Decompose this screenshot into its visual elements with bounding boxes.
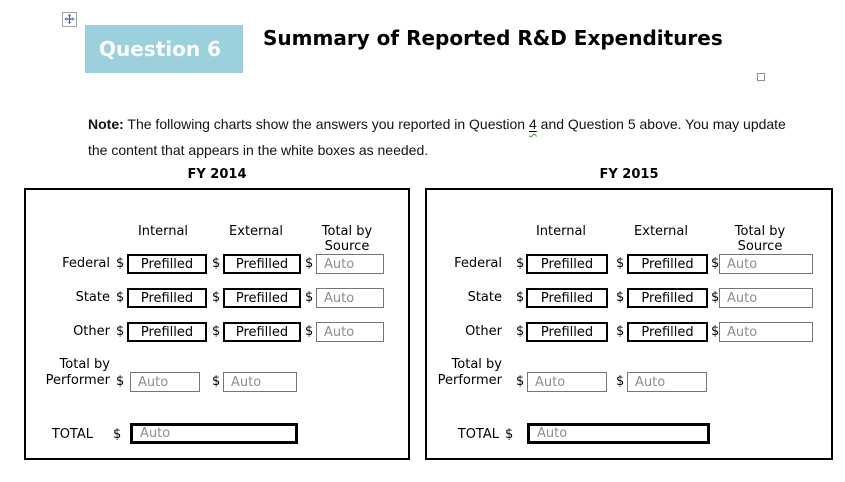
currency-symbol: $ <box>113 427 122 442</box>
note: Note: The following charts show the answ… <box>88 111 804 163</box>
anchor-marker-icon <box>757 73 765 81</box>
fy2014-state-external-field[interactable]: Prefilled <box>223 288 301 308</box>
move-handle-icon <box>64 14 75 24</box>
note-underlined-word: 4 <box>528 116 537 132</box>
fy2014-row-label-other: Other <box>73 324 110 339</box>
fy2015-row-label-total: TOTAL <box>457 427 499 442</box>
currency-symbol: $ <box>616 324 625 339</box>
fy2015-federal-total-by-source-field: Auto <box>719 254 813 274</box>
fy2015-column-header-internal: Internal <box>535 224 587 239</box>
fy2014-state-total-by-source-field: Auto <box>316 288 384 308</box>
fy2014-row-label-federal: Federal <box>62 256 110 271</box>
note-text-before: The following charts show the answers yo… <box>123 116 529 132</box>
currency-symbol: $ <box>116 290 125 305</box>
fy2014-performer-external-field: Auto <box>223 372 297 392</box>
header-line1: Total by <box>734 224 786 239</box>
currency-symbol: $ <box>516 374 525 389</box>
fy2015-row-label-other: Other <box>465 324 502 339</box>
currency-symbol: $ <box>212 324 221 339</box>
currency-symbol: $ <box>305 256 314 271</box>
fy2014-row-label-total: TOTAL <box>51 427 93 442</box>
note-label: Note: <box>88 116 124 132</box>
fy2015-federal-internal-field[interactable]: Prefilled <box>526 254 608 274</box>
fy2014-row-label-total-by-performer: Total by Performer <box>26 357 110 389</box>
currency-symbol: $ <box>116 374 125 389</box>
fy2014-column-header-internal: Internal <box>137 224 189 239</box>
currency-symbol: $ <box>711 256 720 271</box>
question-number-label: Question 6 <box>99 37 221 61</box>
fy2015-column-header-total-by-source: Total by Source <box>715 224 805 254</box>
fy2015-federal-external-field[interactable]: Prefilled <box>627 254 708 274</box>
fy2014-total-field: Auto <box>130 423 298 444</box>
fy2015-other-external-field[interactable]: Prefilled <box>627 322 708 342</box>
label-line2: Performer <box>437 373 502 388</box>
label-line2: Performer <box>45 373 110 388</box>
fy2015-other-total-by-source-field: Auto <box>719 322 813 342</box>
fy2014-panel: Internal External Total by Source Federal… <box>24 188 410 460</box>
currency-symbol: $ <box>516 290 525 305</box>
fy2014-federal-total-by-source-field: Auto <box>316 254 384 274</box>
fy2014-other-total-by-source-field: Auto <box>316 322 384 342</box>
fy2015-column-header-external: External <box>634 224 688 239</box>
fy2014-federal-internal-field[interactable]: Prefilled <box>127 254 207 274</box>
note-text-after: and Question 5 above. You may update the… <box>88 116 786 158</box>
fy2015-row-label-total-by-performer: Total by Performer <box>427 357 502 389</box>
header-line1: Total by <box>321 224 373 239</box>
currency-symbol: $ <box>212 290 221 305</box>
fy2014-row-label-state: State <box>75 290 110 305</box>
fy2014-federal-external-field[interactable]: Prefilled <box>223 254 301 274</box>
spellcheck-squiggle: 4 <box>529 116 537 132</box>
currency-symbol: $ <box>616 374 625 389</box>
currency-symbol: $ <box>711 290 720 305</box>
currency-symbol: $ <box>212 256 221 271</box>
currency-symbol: $ <box>305 324 314 339</box>
currency-symbol: $ <box>516 324 525 339</box>
header-line2: Source <box>737 239 783 254</box>
currency-symbol: $ <box>116 256 125 271</box>
fy2014-column-header-total-by-source: Total by Source <box>302 224 392 254</box>
fy2015-state-external-field[interactable]: Prefilled <box>627 288 708 308</box>
move-handle[interactable] <box>62 12 77 27</box>
fy2014-column-header-external: External <box>229 224 283 239</box>
page-title: Summary of Reported R&D Expenditures <box>263 26 723 50</box>
fy2014-state-internal-field[interactable]: Prefilled <box>127 288 207 308</box>
fy2015-row-label-state: State <box>467 290 502 305</box>
question-number-box: Question 6 <box>85 25 243 73</box>
currency-symbol: $ <box>305 290 314 305</box>
fy2015-title: FY 2015 <box>599 167 659 182</box>
fy2015-panel: Internal External Total by Source Federal… <box>425 188 833 460</box>
currency-symbol: $ <box>116 324 125 339</box>
label-line1: Total by <box>451 357 502 372</box>
header-line2: Source <box>324 239 370 254</box>
fy2015-total-field: Auto <box>527 423 710 444</box>
currency-symbol: $ <box>516 256 525 271</box>
currency-symbol: $ <box>212 374 221 389</box>
fy2015-performer-external-field: Auto <box>627 372 707 392</box>
fy2015-performer-internal-field: Auto <box>527 372 607 392</box>
fy2015-row-label-federal: Federal <box>454 256 502 271</box>
fy2014-title: FY 2014 <box>187 167 247 182</box>
label-line1: Total by <box>59 357 110 372</box>
currency-symbol: $ <box>711 324 720 339</box>
fy2015-other-internal-field[interactable]: Prefilled <box>526 322 608 342</box>
fy2014-other-external-field[interactable]: Prefilled <box>223 322 301 342</box>
fy2015-state-total-by-source-field: Auto <box>719 288 813 308</box>
fy2014-other-internal-field[interactable]: Prefilled <box>127 322 207 342</box>
currency-symbol: $ <box>616 256 625 271</box>
fy2014-performer-internal-field: Auto <box>130 372 200 392</box>
currency-symbol: $ <box>616 290 625 305</box>
currency-symbol: $ <box>505 427 514 442</box>
fy2015-state-internal-field[interactable]: Prefilled <box>526 288 608 308</box>
